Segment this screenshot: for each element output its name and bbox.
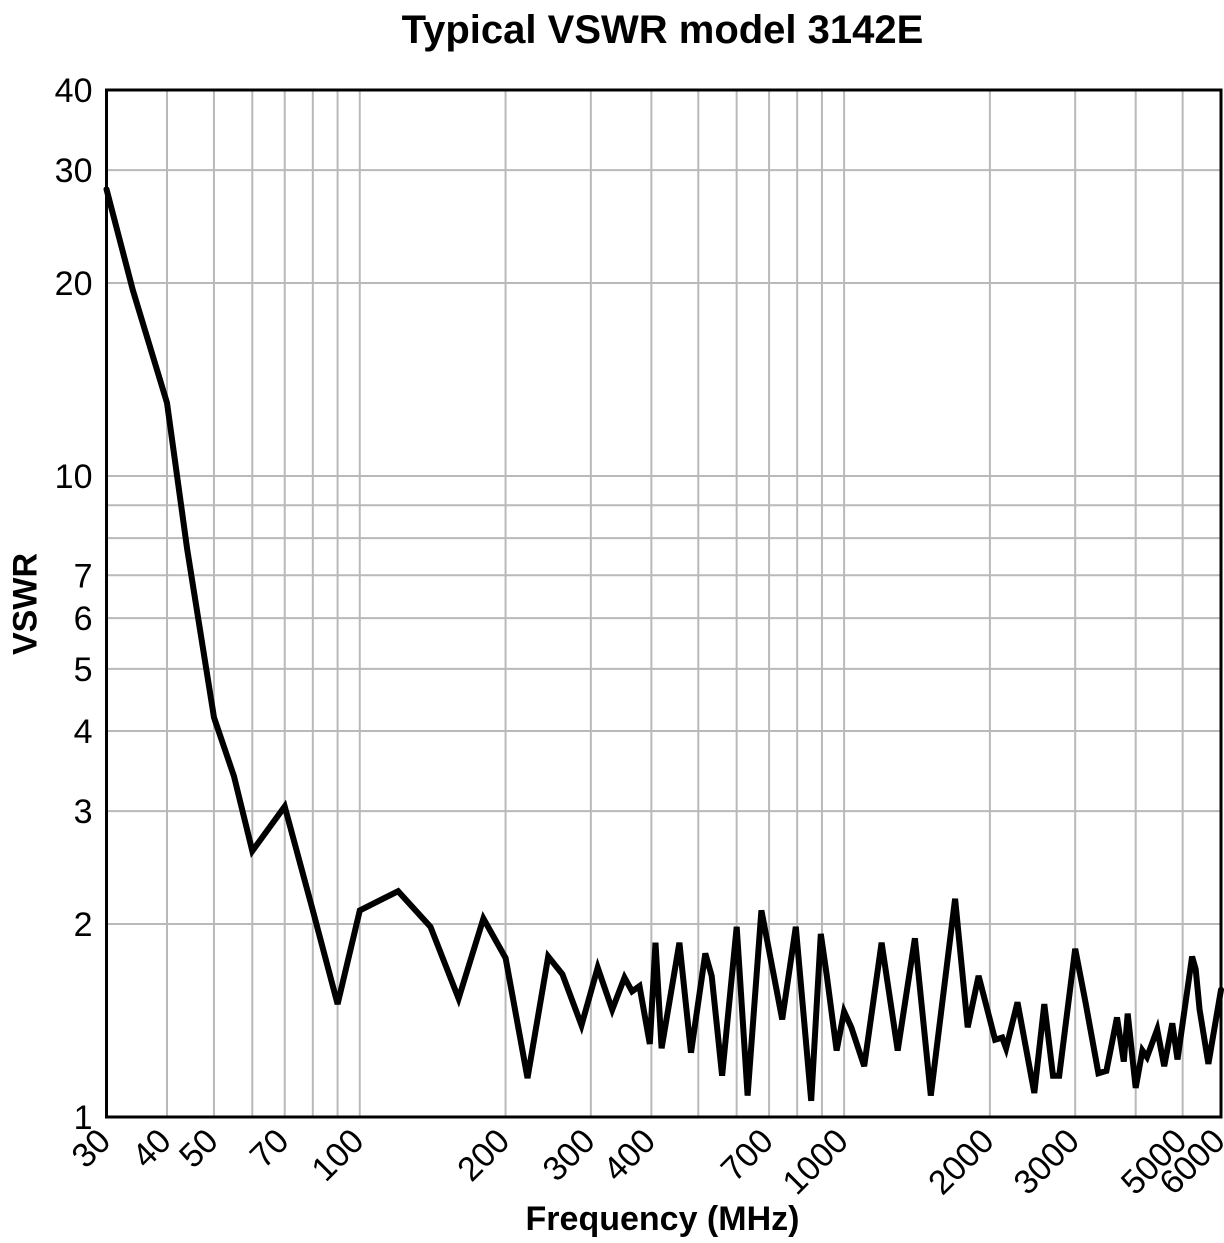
y-tick-label: 30 [55, 152, 93, 190]
vswr-curve [103, 186, 1224, 1102]
y-tick-label: 40 [55, 72, 93, 110]
x-tick-label: 100 [304, 1122, 371, 1189]
x-tick-label: 3000 [1006, 1122, 1086, 1202]
y-tick-label: 1 [74, 1099, 93, 1137]
y-tick-label: 5 [74, 651, 93, 689]
plot-frame [105, 88, 1223, 1119]
x-tick-label: 70 [243, 1122, 297, 1176]
chart-title: Typical VSWR model 3142E [401, 8, 924, 52]
y-tick-label: 6 [74, 600, 93, 638]
x-tick-label: 40 [125, 1122, 179, 1176]
x-tick-label: 1000 [775, 1122, 855, 1202]
x-tick-label: 2000 [921, 1122, 1001, 1202]
x-tick-label: 700 [714, 1122, 781, 1189]
x-tick-label: 400 [596, 1122, 663, 1189]
y-tick-label: 7 [74, 557, 93, 595]
y-tick-label: 4 [74, 713, 93, 751]
y-tick-label: 10 [55, 458, 93, 496]
x-tick-label: 300 [536, 1122, 603, 1189]
x-axis-label: Frequency (MHz) [525, 1200, 800, 1238]
x-tick-label: 30 [65, 1122, 119, 1176]
x-tick-label: 200 [450, 1122, 517, 1189]
y-tick-label: 20 [55, 265, 93, 303]
x-tick-label: 50 [172, 1122, 226, 1176]
y-axis-label: VSWR [6, 553, 45, 655]
y-tick-label: 2 [74, 906, 93, 944]
y-tick-label: 3 [74, 793, 93, 831]
